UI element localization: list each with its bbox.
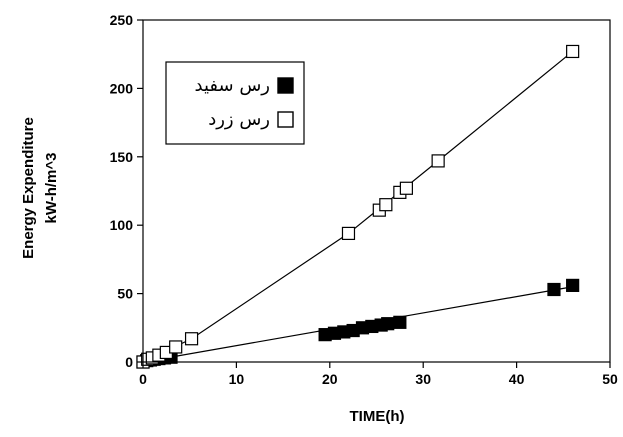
legend-marker-series-1 (277, 77, 294, 94)
series-2-point (341, 226, 356, 241)
series-1-point (393, 315, 407, 329)
y-tick-label: 100 (110, 217, 134, 233)
legend-label-series-2: رس زرد (208, 109, 270, 130)
y-tick-label: 50 (117, 286, 133, 302)
y-axis-title-line1: Energy Expenditure (20, 117, 37, 259)
series-2-point (184, 332, 199, 346)
series-2-point (169, 340, 183, 354)
y-tick-label: 250 (110, 12, 134, 28)
plot-frame (142, 19, 611, 363)
x-tick-label: 10 (229, 371, 245, 387)
x-tick-label: 0 (139, 371, 147, 387)
axis-layer: 0 10 20 30 40 50 0 50 100 150 200 250 (110, 12, 618, 387)
y-tick-label: 0 (125, 354, 133, 370)
legend-label-series-1: رس سفید (195, 75, 270, 96)
y-axis-title-line2: kW-h/m^3 (43, 153, 60, 224)
y-tick-label: 150 (110, 149, 134, 165)
legend: رس سفید رس زرد (165, 61, 305, 145)
series-1-point (547, 282, 561, 297)
series-2-point (399, 181, 413, 195)
x-axis-title: TIME(h) (350, 408, 405, 425)
series-2-point (431, 154, 445, 168)
series-2-point (379, 198, 393, 212)
x-tick-label: 40 (509, 371, 525, 387)
legend-marker-series-2 (277, 111, 294, 128)
legend-box (165, 61, 305, 145)
x-tick-label: 30 (415, 371, 431, 387)
series-2-point (566, 44, 580, 59)
x-tick-label: 20 (322, 371, 338, 387)
series-1-point (566, 278, 580, 292)
series-1-point (381, 317, 395, 331)
y-tick-label: 200 (110, 80, 134, 96)
x-tick-label: 50 (602, 371, 618, 387)
